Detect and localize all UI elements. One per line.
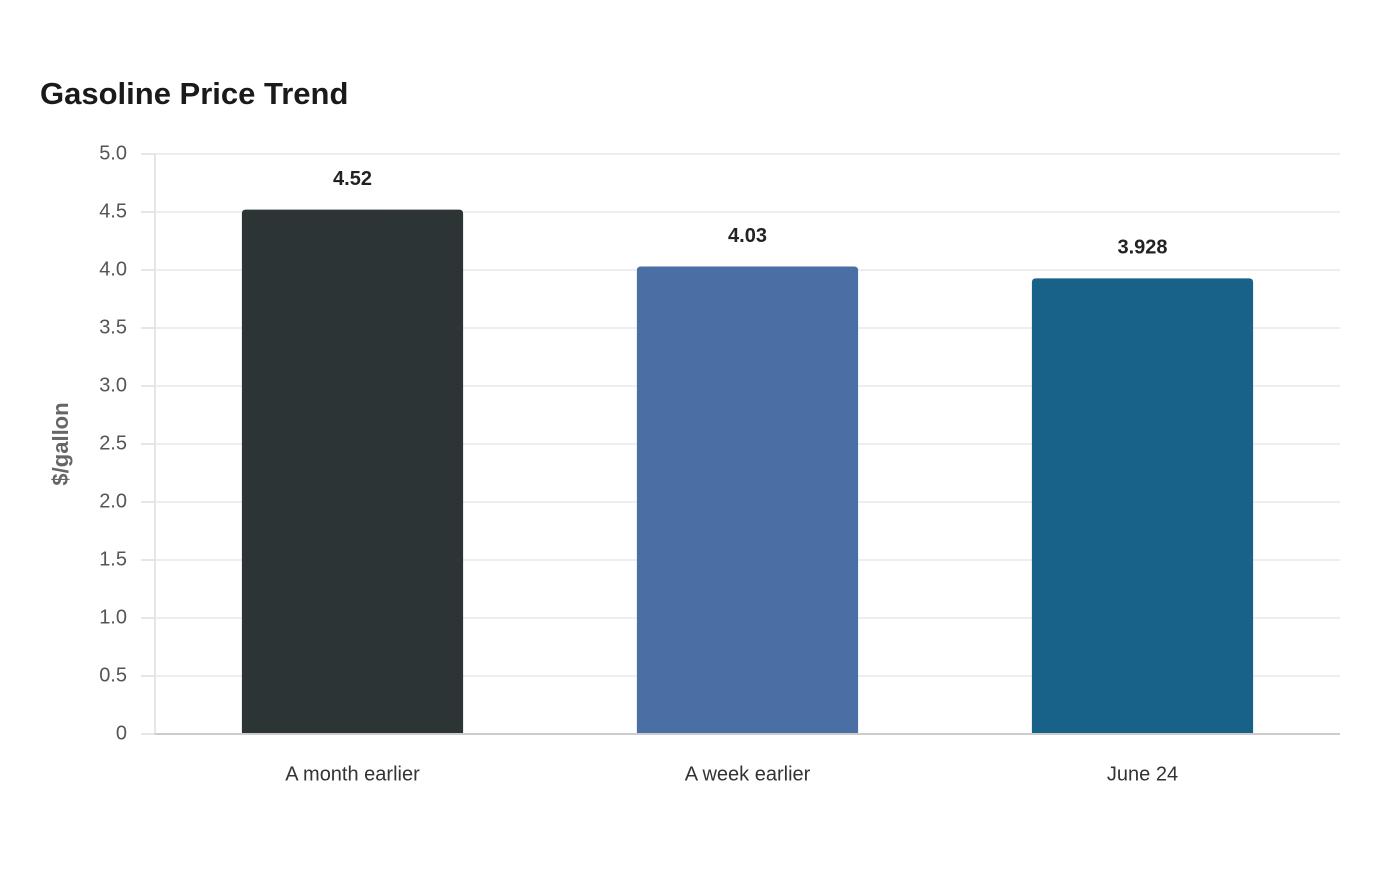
chart-title: Gasoline Price Trend xyxy=(40,76,348,111)
y-tick-label: 1.0 xyxy=(99,606,127,628)
value-label: 4.03 xyxy=(728,225,767,247)
x-tick-label: A week earlier xyxy=(685,763,811,785)
bar xyxy=(636,266,859,734)
y-tick-label: 4.5 xyxy=(99,200,127,222)
y-tick-label: 1.5 xyxy=(99,548,127,570)
y-tick-label: 0.5 xyxy=(99,664,127,686)
bar xyxy=(1031,278,1254,734)
x-tick-label: A month earlier xyxy=(285,763,420,785)
y-tick-label: 5.0 xyxy=(99,142,127,164)
y-axis-label: $/gallon xyxy=(48,402,73,485)
x-tick-label: June 24 xyxy=(1107,763,1178,785)
bar xyxy=(241,209,464,734)
y-tick-label: 4.0 xyxy=(99,258,127,280)
y-tick-label: 2.5 xyxy=(99,432,127,454)
y-tick-label: 3.0 xyxy=(99,374,127,396)
value-label: 4.52 xyxy=(333,168,372,190)
y-tick-label: 0 xyxy=(116,722,127,744)
y-tick-label: 3.5 xyxy=(99,316,127,338)
y-tick-label: 2.0 xyxy=(99,490,127,512)
value-label: 3.928 xyxy=(1117,237,1167,259)
